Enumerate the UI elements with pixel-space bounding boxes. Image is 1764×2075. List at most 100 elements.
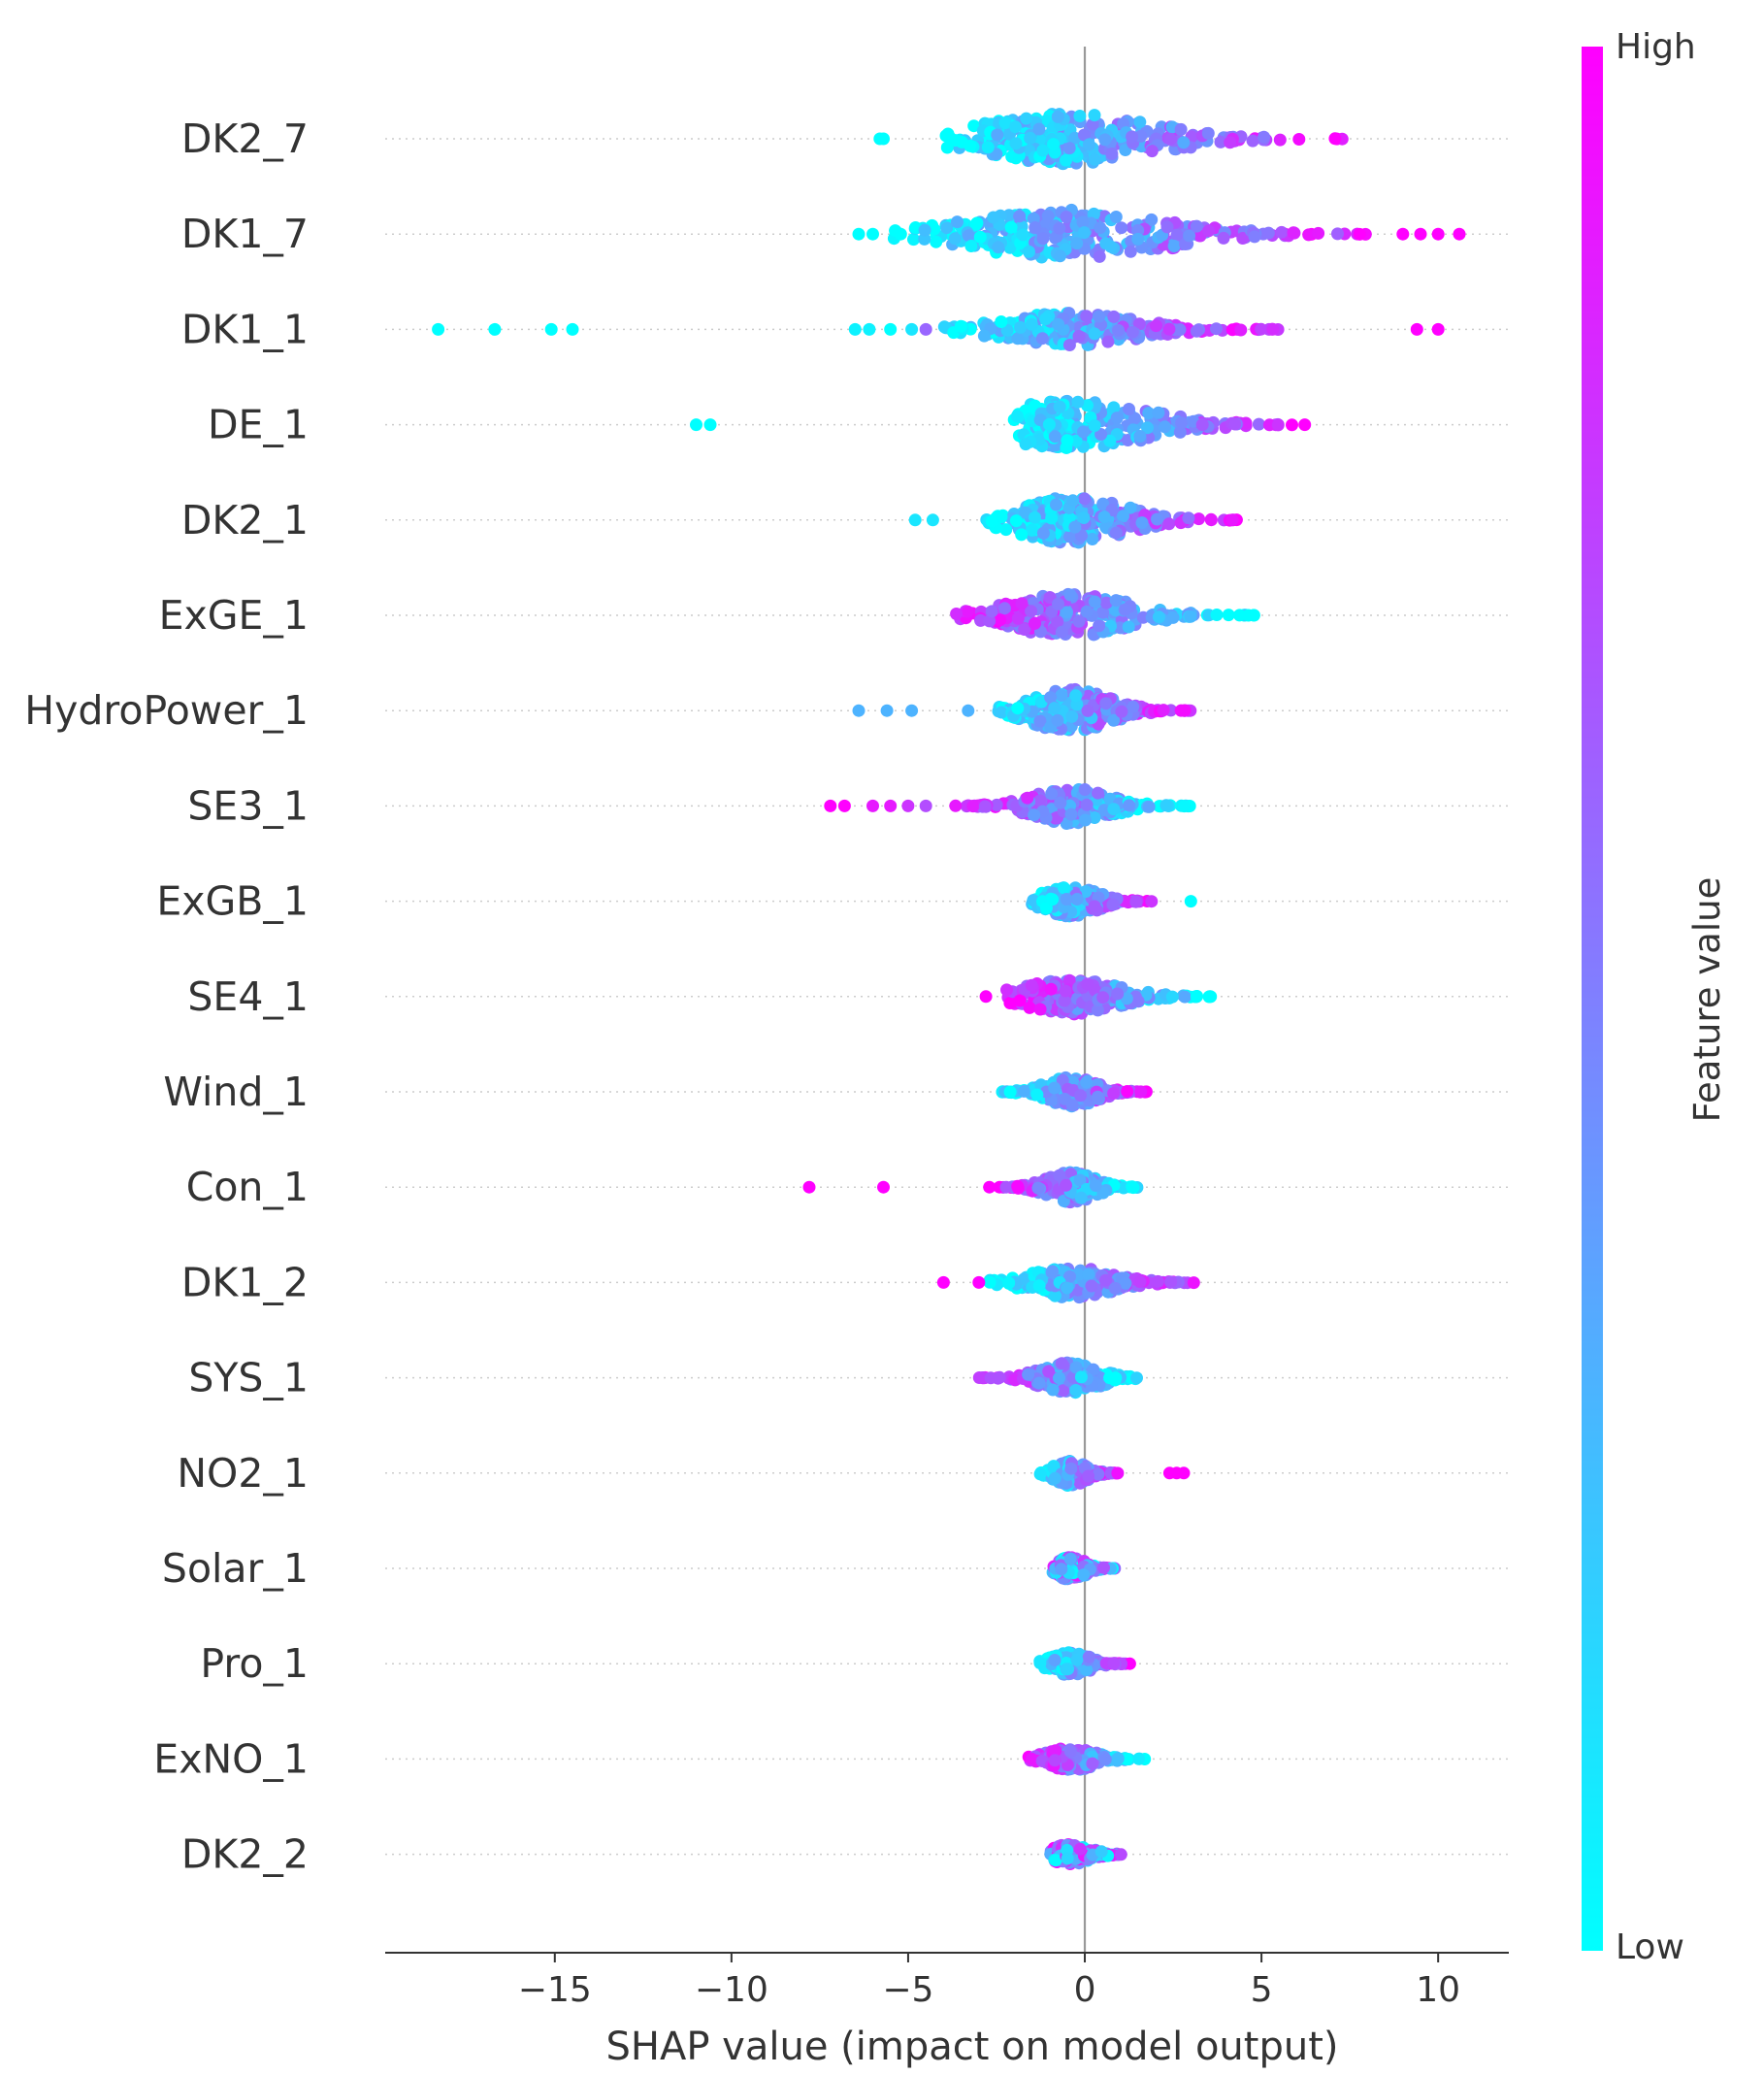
colorbar: [1582, 47, 1603, 1951]
shap-point: [1063, 1269, 1076, 1283]
shap-point: [1051, 713, 1064, 727]
feature-labels: DK2_7 DK1_7 DK1_1 DE_1 DK2_1 ExGE_1 HydroPower…: [24, 115, 309, 1878]
shap-point: [1184, 609, 1197, 623]
shap-point: [1080, 605, 1094, 618]
shap-point: [949, 799, 963, 812]
shap-point: [1086, 1757, 1099, 1770]
shap-point: [1072, 614, 1086, 628]
shap-point: [1252, 417, 1265, 431]
shap-point: [1091, 1004, 1104, 1017]
feature-label: ExGB_1: [156, 878, 309, 925]
shap-point: [950, 608, 964, 620]
shap-point: [981, 141, 995, 154]
shap-point: [1120, 992, 1133, 1005]
shap-point: [1048, 430, 1062, 444]
feature-label: NO2_1: [177, 1450, 309, 1497]
shap-point: [1042, 1365, 1056, 1378]
shap-point: [1053, 221, 1066, 235]
shap-point: [1224, 136, 1237, 149]
feature-label: SYS_1: [188, 1355, 309, 1401]
shap-point: [1159, 420, 1171, 434]
shap-point: [1032, 1376, 1046, 1390]
shap-point: [1136, 610, 1150, 624]
shap-point: [1070, 237, 1084, 250]
shap-point: [1106, 898, 1120, 911]
shap-point: [1036, 526, 1050, 540]
shap-point: [1312, 226, 1325, 240]
shap-point: [1098, 1753, 1112, 1766]
shap-point: [1028, 808, 1041, 822]
shap-outlier-point: [1414, 227, 1427, 241]
shap-point: [1030, 1088, 1044, 1102]
shap-point: [1275, 225, 1289, 239]
feature-label: DK2_2: [181, 1831, 309, 1878]
shap-outlier-point: [852, 704, 866, 717]
shap-point: [1124, 501, 1137, 514]
shap-point: [1088, 595, 1101, 609]
shap-point: [1271, 418, 1285, 432]
shap-point: [1109, 526, 1123, 540]
shap-point: [1110, 412, 1124, 425]
shap-point: [1064, 1462, 1078, 1475]
shap-point: [1246, 134, 1259, 148]
shap-point: [1217, 231, 1230, 245]
shap-point: [1073, 1842, 1087, 1856]
shap-point: [964, 139, 977, 152]
shap-outlier-point: [919, 799, 932, 812]
shap-point: [973, 230, 987, 244]
shap-point: [1061, 1852, 1074, 1865]
shap-point: [1135, 516, 1149, 530]
shap-point: [1015, 528, 1029, 542]
shap-point: [1225, 513, 1239, 527]
shap-point: [1022, 1367, 1035, 1381]
shap-point: [1036, 144, 1050, 157]
shap-point: [1060, 893, 1073, 906]
shap-point: [1150, 319, 1162, 333]
shap-point: [1065, 709, 1079, 723]
shap-point: [1032, 122, 1046, 136]
shap-point: [1004, 220, 1018, 234]
shap-point: [1053, 1169, 1066, 1182]
shap-point: [1023, 1001, 1036, 1014]
shap-point: [1053, 400, 1066, 413]
feature-label: Solar_1: [162, 1545, 309, 1592]
shap-point: [1162, 517, 1176, 531]
shap-point: [1082, 1650, 1095, 1663]
shap-point: [1151, 512, 1163, 526]
shap-point: [1060, 153, 1072, 167]
shap-point: [1061, 1281, 1073, 1295]
shap-point: [1033, 1657, 1047, 1669]
shap-point: [1117, 510, 1129, 523]
shap-point: [1017, 1084, 1030, 1098]
shap-outlier-point: [1453, 227, 1466, 241]
shap-point: [1061, 606, 1073, 619]
shap-point: [1126, 1180, 1139, 1194]
shap-point: [1126, 130, 1139, 144]
shap-point: [1053, 1371, 1065, 1385]
shap-point: [1080, 1075, 1094, 1089]
shap-point: [1020, 112, 1033, 125]
shap-point: [1014, 320, 1028, 334]
shap-point: [1085, 1279, 1098, 1293]
shap-point: [1163, 132, 1177, 146]
shap-point: [1019, 506, 1032, 519]
shap-point: [1130, 1371, 1143, 1385]
shap-point: [1060, 211, 1073, 223]
feature-label: DK1_2: [181, 1259, 309, 1305]
shap-point: [1097, 1561, 1110, 1574]
shap-point: [1114, 1848, 1127, 1861]
shap-point: [1069, 1361, 1083, 1374]
shap-point: [1078, 783, 1092, 796]
shap-point: [962, 229, 975, 243]
shap-point: [985, 605, 998, 618]
shap-point: [940, 141, 954, 154]
shap-point: [1109, 211, 1123, 223]
shap-point: [1057, 1384, 1070, 1398]
shap-point: [1039, 313, 1053, 326]
shap-outlier-point: [962, 704, 975, 717]
shap-point: [1063, 1552, 1077, 1565]
shap-point: [1062, 142, 1076, 155]
shap-point: [1048, 1654, 1062, 1666]
x-tick-label: −15: [518, 1970, 592, 2010]
shap-point: [1032, 1279, 1046, 1293]
